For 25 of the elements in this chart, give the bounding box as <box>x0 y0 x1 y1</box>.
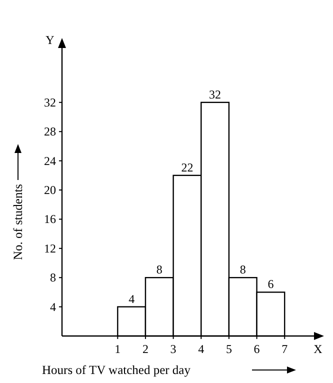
x-tick-label: 4 <box>198 342 204 356</box>
y-axis-title: No. of students <box>11 184 25 260</box>
data-label: 6 <box>268 277 274 292</box>
data-label: 4 <box>128 292 135 306</box>
x-tick-label: 6 <box>254 342 260 356</box>
y-tick-label: 28 <box>44 124 56 139</box>
y-tick-label: 12 <box>44 241 56 256</box>
y-tick-label: 20 <box>44 183 56 197</box>
y-tick-label: 16 <box>44 212 56 226</box>
data-label: 22 <box>181 160 194 174</box>
data-label: 8 <box>240 262 246 277</box>
x-tick-label: 2 <box>142 342 148 356</box>
x-tick-label: 5 <box>226 342 232 356</box>
y-tick-label: 24 <box>44 154 56 168</box>
x-axis-title: Hours of TV watched per day <box>42 363 192 377</box>
y-tick-label: 4 <box>50 300 56 314</box>
data-label: 8 <box>156 262 162 277</box>
x-tick-label: 1 <box>114 342 121 356</box>
text: X <box>314 342 323 356</box>
y-tick-label: 32 <box>44 95 56 110</box>
y-tick-label: 8 <box>50 270 56 285</box>
x-tick-label: 3 <box>170 342 176 356</box>
x-tick-label: 7 <box>282 342 288 356</box>
text: Y <box>46 33 55 47</box>
data-label: 32 <box>209 87 222 102</box>
